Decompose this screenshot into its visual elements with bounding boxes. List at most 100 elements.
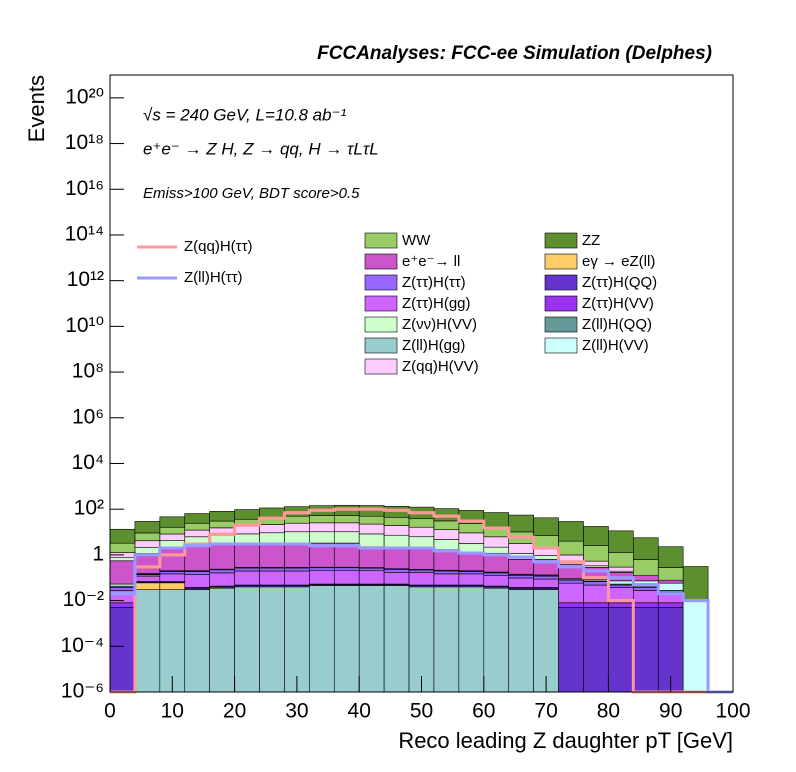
bar — [333, 567, 360, 572]
legend-swatch — [364, 274, 398, 291]
bar — [284, 542, 310, 568]
bar — [583, 607, 609, 693]
bar — [433, 549, 460, 571]
bar — [383, 516, 410, 526]
legend-label: eγ → eZ(ll) — [582, 253, 655, 270]
bar — [284, 570, 310, 586]
bar — [383, 569, 410, 573]
y-tick-label: 10¹⁶ — [65, 177, 104, 200]
bar — [309, 515, 335, 524]
bar — [583, 602, 609, 608]
bar — [583, 584, 609, 604]
bar — [284, 522, 310, 533]
y-tick-label: 10⁴ — [72, 451, 104, 474]
bar — [682, 566, 709, 601]
bar — [657, 546, 684, 568]
bar — [483, 536, 510, 548]
legend-label: Z(qq)H(ττ) — [184, 238, 253, 255]
bar — [358, 567, 385, 572]
y-tick-label: 10²⁰ — [65, 85, 104, 108]
bar — [209, 587, 235, 693]
bar — [408, 569, 435, 573]
bar — [533, 535, 559, 549]
bar — [134, 540, 161, 548]
x-tick-label: 90 — [659, 700, 682, 723]
bar — [109, 587, 136, 591]
y-tick-label: 10¹² — [67, 268, 104, 291]
bar — [558, 521, 584, 542]
bar — [358, 585, 385, 693]
bar — [234, 525, 260, 535]
bar — [358, 515, 385, 525]
bar — [533, 589, 559, 693]
bar — [109, 602, 136, 608]
bar — [583, 545, 609, 562]
bar — [633, 602, 659, 608]
bar — [408, 572, 435, 586]
bar — [558, 607, 584, 693]
bar — [633, 590, 659, 604]
bar — [184, 543, 210, 572]
bar — [483, 587, 510, 693]
y-tick-label: 10⁻⁴ — [61, 634, 104, 657]
bar — [309, 567, 335, 572]
bar — [134, 521, 161, 534]
bar — [259, 524, 285, 534]
legend-swatch — [544, 253, 578, 270]
bar — [458, 532, 485, 544]
bar — [134, 532, 161, 542]
legend-swatch — [544, 295, 578, 312]
x-tick-label: 60 — [472, 700, 495, 723]
bar — [433, 573, 460, 586]
plot-area — [109, 504, 733, 694]
bar — [109, 528, 136, 544]
bar — [558, 540, 584, 556]
bar — [608, 552, 634, 568]
bar — [657, 567, 684, 581]
x-tick-label: 20 — [223, 700, 246, 723]
bar — [458, 552, 485, 572]
bar — [234, 533, 260, 544]
bar — [657, 582, 684, 591]
bar — [483, 575, 510, 587]
bar — [633, 607, 659, 693]
bar — [209, 569, 235, 574]
bar — [234, 567, 260, 572]
bar — [358, 523, 385, 535]
y-tick-label: 1 — [92, 542, 104, 565]
legend-label: Z(ll)H(VV) — [582, 337, 649, 354]
bar — [134, 546, 161, 554]
y-tick-label: 10¹⁰ — [65, 314, 104, 337]
bar — [134, 589, 161, 693]
histogram-outline — [110, 507, 733, 694]
bar — [284, 531, 310, 544]
bar — [134, 575, 161, 582]
annotation: √s = 240 GeV, L=10.8 ab⁻¹ — [143, 105, 347, 124]
bar — [358, 533, 385, 548]
legend-label: Z(ττ)H(VV) — [582, 295, 654, 312]
bar — [657, 579, 684, 584]
bar — [309, 585, 335, 693]
bar — [134, 553, 161, 574]
bar — [184, 571, 210, 575]
bar — [657, 594, 684, 604]
legend-label: Z(νν)H(VV) — [402, 316, 477, 333]
legend-label: Z(qq)H(VV) — [402, 358, 479, 375]
bar — [259, 507, 285, 518]
bar — [259, 586, 285, 693]
bar — [458, 571, 485, 575]
bar — [284, 586, 310, 693]
bar — [333, 570, 360, 585]
bar — [508, 589, 534, 693]
bar — [159, 516, 186, 528]
chart-title: FCCAnalyses: FCC-ee Simulation (Delphes) — [317, 43, 712, 64]
bar — [657, 602, 684, 608]
legend-swatch — [364, 295, 398, 312]
bar — [159, 533, 186, 541]
bar — [333, 531, 360, 544]
legend-label: ZZ — [582, 232, 600, 249]
bar — [109, 607, 136, 693]
y-tick-label: 10⁻⁶ — [61, 680, 104, 703]
bar — [533, 555, 559, 560]
y-tick-label: 10² — [74, 497, 104, 520]
